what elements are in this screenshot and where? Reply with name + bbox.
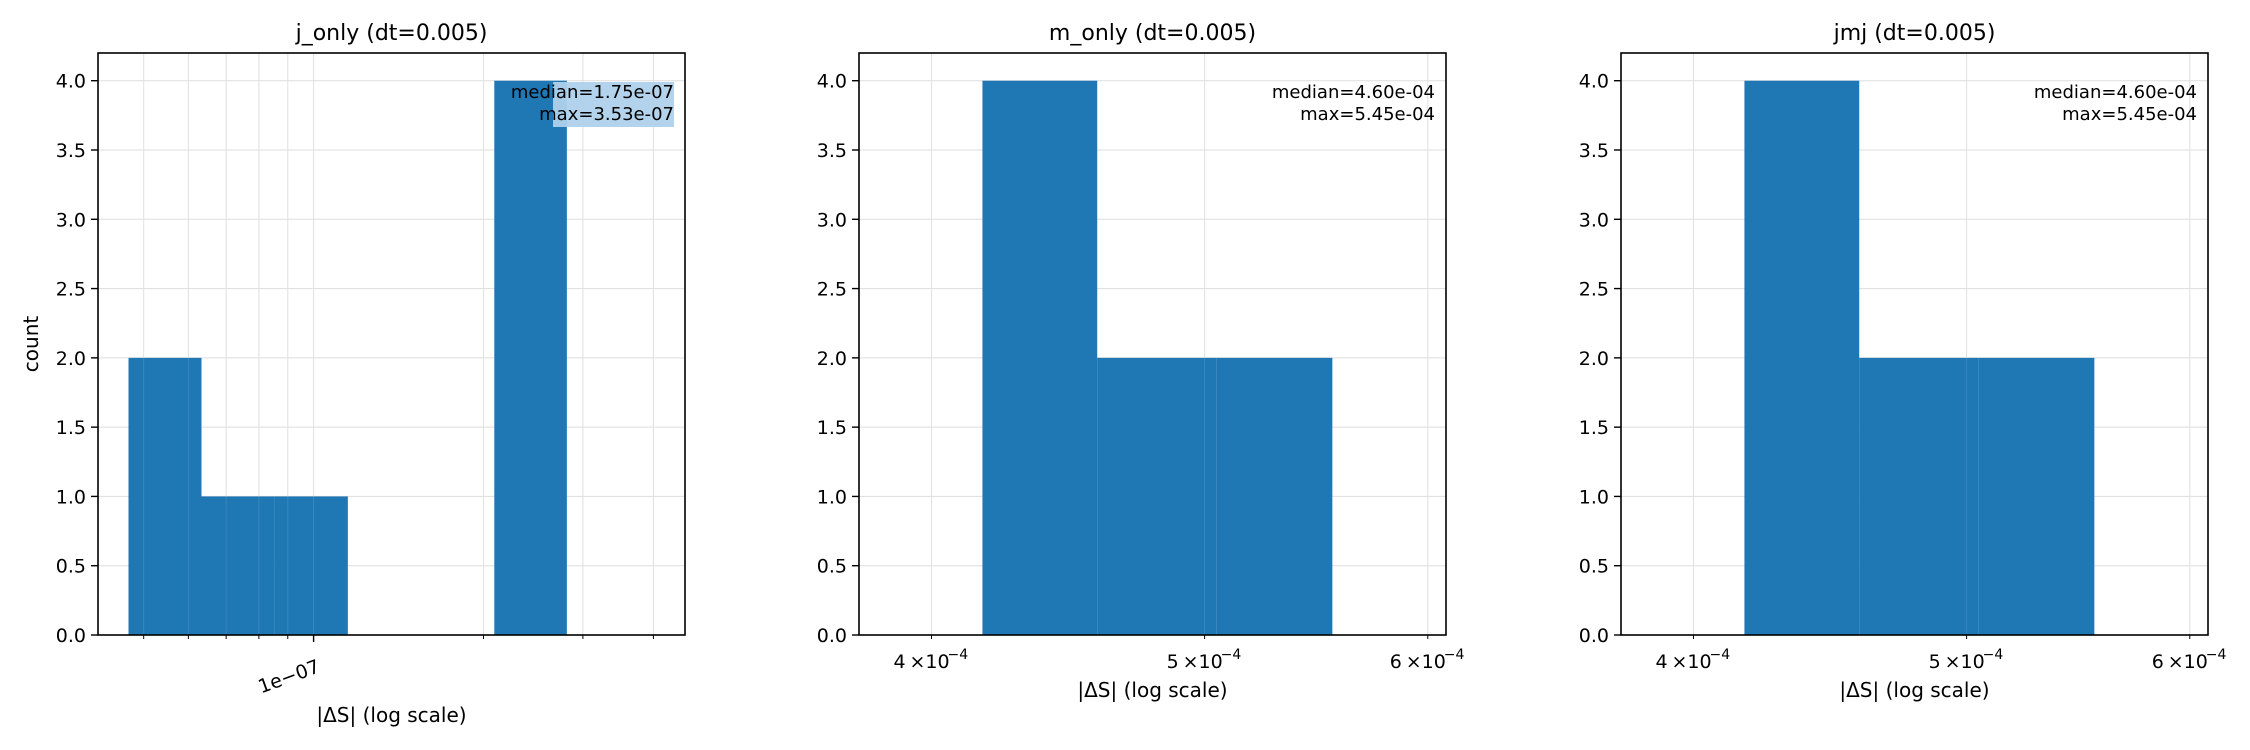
axes-frame xyxy=(858,52,1447,636)
x-tick-exponent: −4 xyxy=(1444,647,1465,663)
x-tick-times-ten: ×10 xyxy=(1183,651,1223,673)
subplot-3: 0.00.51.01.52.02.53.03.54.04 ×10−4 5 ×10−4 6… xyxy=(1579,21,2227,702)
y-tick-label: 1.5 xyxy=(817,417,847,439)
x-tick-mantissa: 4 xyxy=(893,651,905,673)
x-tick-exponent: −4 xyxy=(1983,647,2004,663)
x-tick-mantissa: 6 xyxy=(2152,651,2164,673)
y-tick-label: 2.0 xyxy=(817,348,847,370)
x-tick-label: 6 ×10−4 xyxy=(2152,647,2227,673)
histogram-bar xyxy=(1216,357,1333,635)
y-tick-label: 3.5 xyxy=(1579,140,1609,162)
annotation-text: median=1.75e-07 xyxy=(511,82,674,103)
x-tick-times-ten: ×10 xyxy=(909,651,949,673)
y-tick-label: 3.5 xyxy=(817,140,847,162)
axes-frame xyxy=(97,52,686,636)
y-tick-label: 2.5 xyxy=(817,279,847,301)
histogram-bar xyxy=(1744,80,1860,635)
subplot-title: j_only (dt=0.005) xyxy=(295,21,488,46)
y-tick-label: 3.5 xyxy=(56,140,86,162)
x-tick-label: 4 ×10−4 xyxy=(1655,647,1730,673)
x-axis-label: |ΔS| (log scale) xyxy=(316,703,466,727)
histogram-bar xyxy=(201,496,275,635)
histogram-bar xyxy=(1859,357,1979,635)
y-tick-label: 0.0 xyxy=(817,625,847,647)
x-tick-mantissa: 5 xyxy=(1929,651,1941,673)
y-tick-label: 1.0 xyxy=(56,486,86,508)
y-tick-label: 1.0 xyxy=(1579,486,1609,508)
histogram-bar xyxy=(128,357,202,635)
x-tick-exponent: −4 xyxy=(947,647,968,663)
y-tick-label: 0.0 xyxy=(56,625,86,647)
x-axis-label: |ΔS| (log scale) xyxy=(1839,678,1989,702)
y-axis-label: count xyxy=(19,316,43,373)
annotation-text: median=4.60e-04 xyxy=(2034,82,2197,103)
annotation-box xyxy=(553,82,674,127)
x-tick-times-ten: ×10 xyxy=(1671,651,1711,673)
y-tick-label: 3.0 xyxy=(56,209,86,231)
x-tick-mantissa: 5 xyxy=(1167,651,1179,673)
annotation-text: max=3.53e-07 xyxy=(539,104,674,125)
x-tick-label: 5 ×10−4 xyxy=(1929,647,2004,673)
y-tick-label: 1.5 xyxy=(56,417,86,439)
y-tick-label: 0.5 xyxy=(56,556,86,578)
x-tick-times-ten: ×10 xyxy=(2168,651,2208,673)
y-tick-label: 3.0 xyxy=(817,209,847,231)
axes-frame xyxy=(1620,52,2209,636)
y-tick-label: 2.5 xyxy=(1579,279,1609,301)
x-tick-label: 6 ×10−4 xyxy=(1390,647,1465,673)
x-tick-label: 5 ×10−4 xyxy=(1167,647,1242,673)
x-tick-label: 4 ×10−4 xyxy=(893,647,968,673)
subplot-title: jmj (dt=0.005) xyxy=(1833,21,1996,46)
y-tick-label: 0.5 xyxy=(817,556,847,578)
y-tick-label: 4.0 xyxy=(56,71,86,93)
x-tick-label: 1e−07 xyxy=(255,656,323,699)
x-tick-mantissa: 6 xyxy=(1390,651,1402,673)
y-tick-label: 2.0 xyxy=(1579,348,1609,370)
y-tick-label: 2.0 xyxy=(56,348,86,370)
x-tick-exponent: −4 xyxy=(2206,647,2227,663)
histogram-bar xyxy=(1978,357,2095,635)
histogram-bar xyxy=(274,496,348,635)
y-tick-label: 0.0 xyxy=(1579,625,1609,647)
x-tick-times-ten: ×10 xyxy=(1406,651,1446,673)
annotation-text: max=5.45e-04 xyxy=(1300,104,1435,125)
subplot-1: 0.0 0.5 1.0 1.5 2.0 2.5 3.0 3.5 4.0 1e−07 j_only (… xyxy=(19,21,686,727)
y-tick-label: 4.0 xyxy=(817,71,847,93)
histogram-bar xyxy=(1097,357,1217,635)
subplot-title: m_only (dt=0.005) xyxy=(1049,21,1256,46)
x-tick-times-ten: ×10 xyxy=(1945,651,1985,673)
x-tick-mantissa: 4 xyxy=(1655,651,1667,673)
histogram-bar xyxy=(494,80,567,635)
y-tick-label: 2.5 xyxy=(56,279,86,301)
y-tick-label: 3.0 xyxy=(1579,209,1609,231)
histogram-bar xyxy=(982,80,1098,635)
y-tick-label: 1.0 xyxy=(817,486,847,508)
annotation-text: median=4.60e-04 xyxy=(1272,82,1435,103)
y-tick-label: 4.0 xyxy=(1579,71,1609,93)
y-tick-label: 1.5 xyxy=(1579,417,1609,439)
x-tick-exponent: −4 xyxy=(1221,647,1242,663)
subplot-2: 0.00.51.01.52.02.53.03.54.04 ×10−4 5 ×10−4 6… xyxy=(817,21,1465,702)
x-axis-label: |ΔS| (log scale) xyxy=(1077,678,1227,702)
annotation-text: max=5.45e-04 xyxy=(2062,104,2197,125)
y-tick-label: 0.5 xyxy=(1579,556,1609,578)
x-tick-exponent: −4 xyxy=(1709,647,1730,663)
